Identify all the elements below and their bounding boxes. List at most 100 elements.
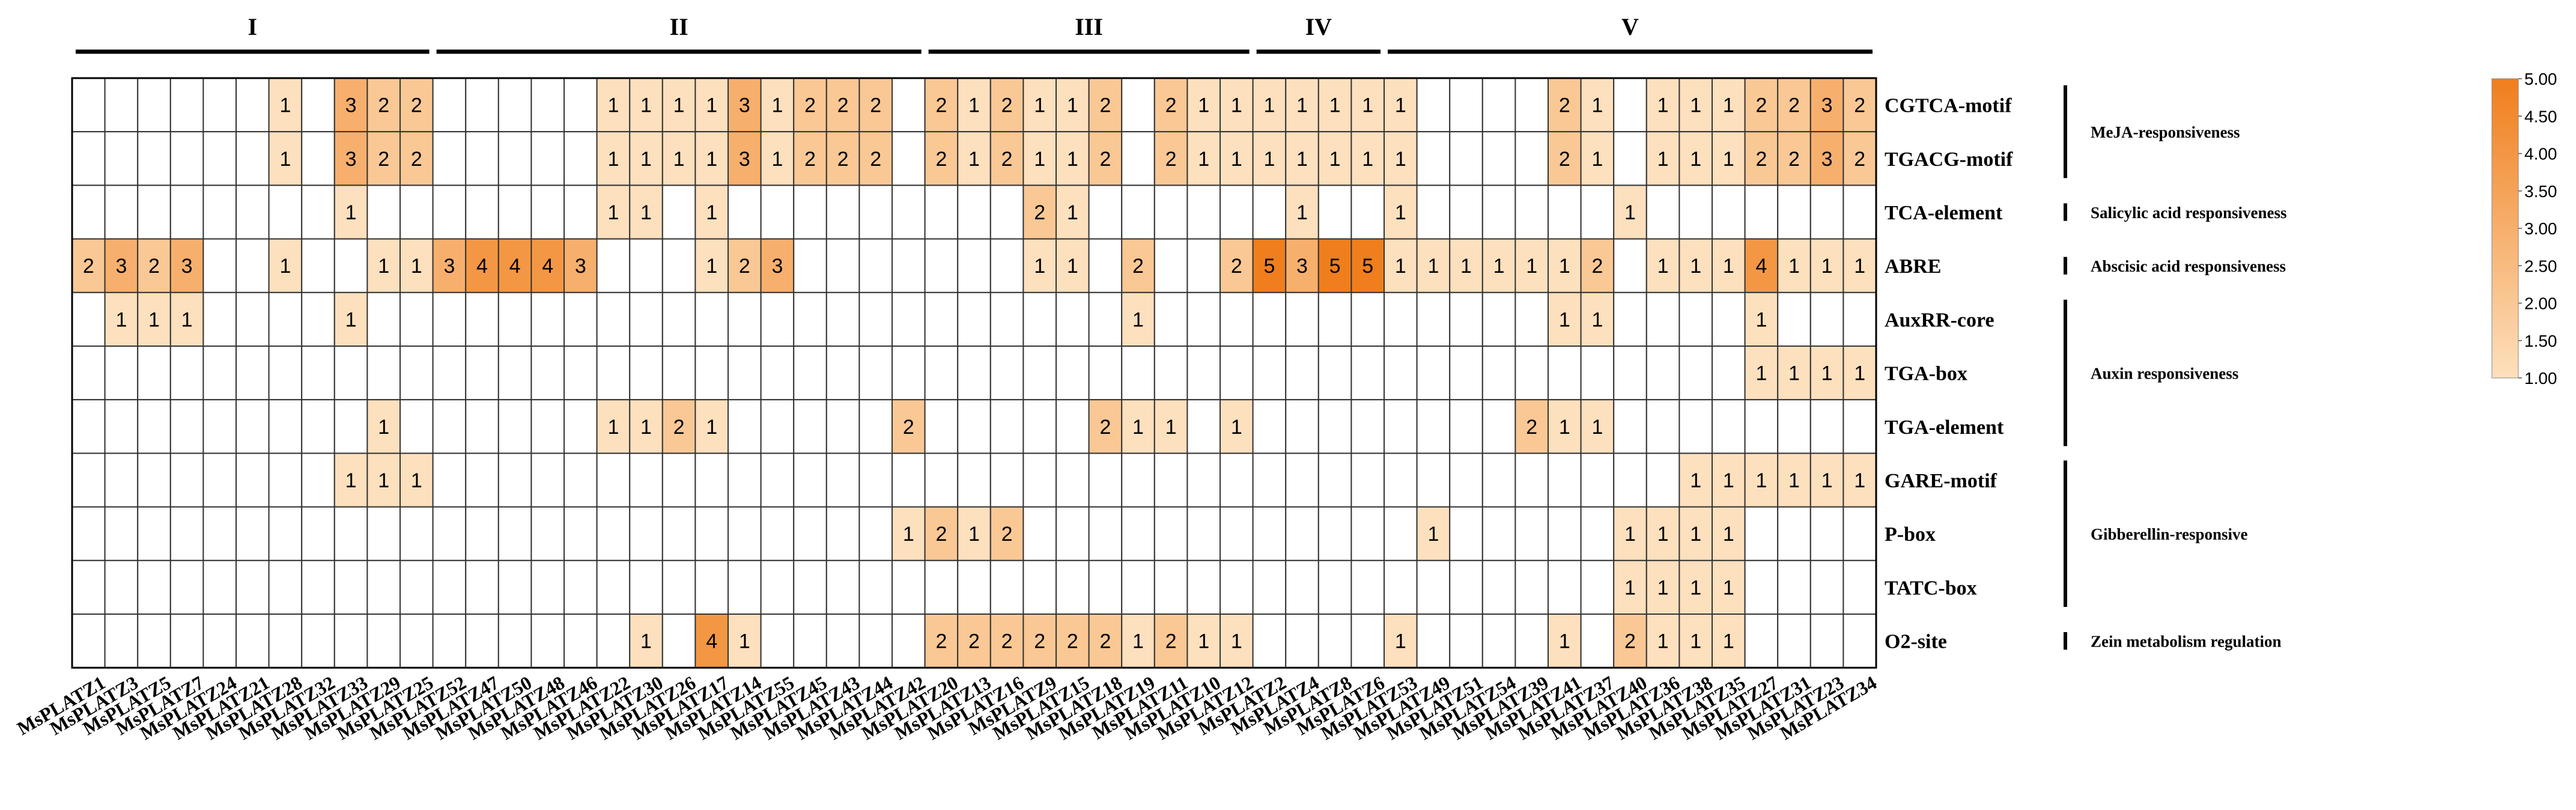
cell-value-label: 2 [378,94,389,117]
heatmap-cell [1121,184,1155,240]
heatmap-cell [728,78,762,133]
heatmap-cell [497,291,532,347]
heatmap-cell [235,346,270,401]
cell-value-label: 3 [739,148,750,171]
legend-tick-label: 3.50 [2524,182,2557,201]
cell-value-label: 1 [771,94,783,117]
cell-value-label: 3 [443,255,455,278]
heatmap-cell [399,238,434,293]
heatmap-cell [858,559,893,615]
heatmap-cell [1121,131,1155,186]
heatmap-cell [399,399,434,454]
heatmap-cell [1252,238,1287,293]
heatmap-cell [465,399,499,454]
cell-value-label: 1 [1329,94,1341,117]
heatmap-cell [760,559,795,615]
heatmap-cell [1416,399,1451,454]
heatmap-cell [235,78,270,133]
heatmap-cell [1842,184,1877,240]
heatmap-cell [825,559,860,615]
heatmap-cell [366,346,401,401]
heatmap-cell [333,452,368,508]
heatmap-cell [1514,78,1549,133]
cell-value-label: 1 [1854,255,1865,278]
cell-value-label: 1 [1657,576,1669,599]
heatmap-cell [301,506,335,561]
heatmap-cell [1121,559,1155,615]
heatmap-cell [1777,559,1811,615]
heatmap-cell [858,614,893,669]
cell-value-label: 1 [411,255,422,278]
cell-value-label: 2 [1559,148,1570,171]
heatmap-cell [1350,346,1385,401]
cell-value-label: 1 [1231,148,1242,171]
heatmap-cell [235,399,270,454]
cell-value-label: 5 [1329,255,1341,278]
heatmap-cell [169,78,204,133]
heatmap-cell [596,346,631,401]
heatmap-cell [957,452,991,508]
heatmap-cell [629,559,663,615]
cell-value-label: 1 [1821,255,1833,278]
heatmap-cell [1153,346,1188,401]
cell-value-label: 2 [148,255,160,278]
heatmap-cell [1580,131,1615,186]
heatmap-cell [137,399,171,454]
legend-colorbar [2491,78,2519,379]
cell-value-label: 2 [935,630,947,653]
row-label-cgtca-motif: CGTCA-motif [1885,95,2012,117]
heatmap-cell [793,559,827,615]
heatmap-cell [366,291,401,347]
heatmap-cell [989,506,1024,561]
heatmap-cell [202,399,237,454]
heatmap-cell [465,506,499,561]
heatmap-cell [301,291,335,347]
legend-tick-label: 2.50 [2524,257,2557,275]
cell-value-label: 1 [673,148,685,171]
heatmap-cell [1022,399,1057,454]
heatmap-cell [71,238,106,293]
heatmap-cell [793,399,827,454]
heatmap-cell [892,131,926,186]
cell-value-label: 1 [1657,148,1669,171]
heatmap-cell [1842,559,1877,615]
heatmap-cell [1481,346,1516,401]
legend-tick-label: 4.50 [2524,107,2557,126]
heatmap-cell [1449,346,1483,401]
heatmap-cell [1056,559,1090,615]
heatmap-cell [1416,346,1451,401]
heatmap-cell [760,291,795,347]
heatmap-cell [333,559,368,615]
cell-value-label: 1 [148,308,160,331]
group-label-3: IV [1305,13,1332,40]
heatmap-cell [1514,238,1549,293]
heatmap-cell [268,184,303,240]
cell-value-label: 2 [1099,416,1111,439]
heatmap-cell [694,614,729,669]
heatmap-cell [1088,184,1123,240]
heatmap-cell [1744,184,1779,240]
heatmap-cell [1481,131,1516,186]
cell-value-label: 1 [968,94,980,117]
cell-value-label: 2 [1559,94,1570,117]
legend-tick-label: 5.00 [2524,70,2557,88]
heatmap-cell [1580,399,1615,454]
heatmap-cell [858,399,893,454]
heatmap-cell [1613,452,1647,508]
heatmap-cell [1842,614,1877,669]
heatmap-cell [1056,238,1090,293]
cell-value-label: 1 [1591,94,1603,117]
heatmap-cell [989,238,1024,293]
heatmap-cell [104,184,139,240]
cell-value-label: 1 [1723,576,1734,599]
cell-value-label: 1 [640,94,652,117]
heatmap-cell [892,452,926,508]
heatmap-cell [1317,184,1352,240]
cell-value-label: 1 [1296,148,1308,171]
heatmap-cell [1285,131,1319,186]
heatmap-cell [1220,238,1254,293]
heatmap-cell [728,452,762,508]
cell-value-label: 2 [378,148,389,171]
heatmap-cell [1056,506,1090,561]
heatmap-cell [1153,238,1188,293]
